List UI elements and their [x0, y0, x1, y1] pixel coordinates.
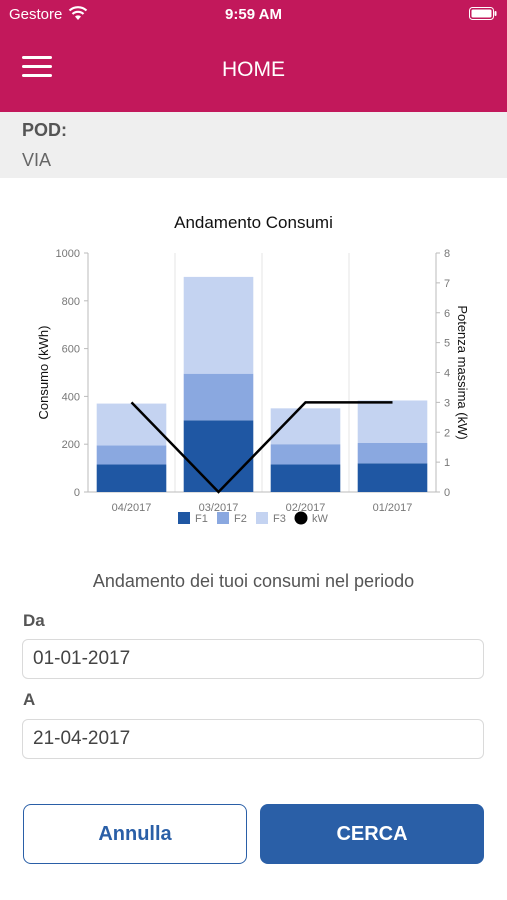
chart-title: Andamento Consumi: [174, 213, 333, 232]
y-tick-label: 200: [62, 439, 80, 451]
page-title: HOME: [222, 58, 285, 81]
from-date-field[interactable]: [22, 639, 484, 679]
legend-swatch-kw: [294, 511, 308, 525]
battery-icon: [469, 7, 497, 20]
y-tick-label: 400: [62, 391, 80, 403]
bar-f1: [96, 464, 167, 492]
status-time: 9:59 AM: [225, 6, 282, 23]
y-right-tick-label: 3: [444, 397, 450, 409]
status-bar: Gestore 9:59 AM: [0, 0, 507, 28]
y-right-axis-title: Potenza massima (kW): [455, 305, 470, 439]
legend-label-kw: kW: [312, 513, 329, 525]
y-tick-label: 800: [62, 296, 80, 308]
bar-f1: [270, 464, 341, 492]
y-right-tick-label: 4: [444, 368, 450, 380]
period-description: Andamento dei tuoi consumi nel periodo: [92, 571, 415, 591]
hamburger-menu-icon[interactable]: [22, 56, 52, 82]
pod-info-panel: [0, 112, 507, 178]
bar-f2: [357, 443, 428, 464]
app-header: Gestore 9:59 AM HOME: [0, 0, 507, 112]
y-right-tick-label: 5: [444, 338, 450, 350]
y-right-tick-label: 1: [444, 457, 450, 469]
x-tick-label: 01/2017: [373, 502, 413, 514]
cancel-button[interactable]: Annulla: [23, 804, 247, 864]
to-date-label: A: [23, 690, 36, 709]
to-date-field[interactable]: [22, 719, 484, 759]
legend-label-f3: F3: [273, 513, 286, 525]
pod-label: POD:: [22, 120, 67, 140]
y-tick-label: 600: [62, 344, 80, 356]
x-tick-label: 03/2017: [199, 502, 239, 514]
via-label: VIA: [22, 150, 52, 170]
bar-f3: [96, 403, 167, 446]
legend-label-f2: F2: [234, 513, 247, 525]
bar-f3: [357, 400, 428, 444]
legend-swatch-f2: [217, 512, 229, 524]
bar-f1: [183, 420, 254, 492]
bar-f2: [270, 444, 341, 465]
y-right-tick-label: 2: [444, 427, 450, 439]
search-button[interactable]: CERCA: [260, 804, 484, 864]
y-right-tick-label: 0: [444, 487, 450, 499]
legend-swatch-f1: [178, 512, 190, 524]
carrier-name: Gestore: [9, 6, 63, 23]
y-right-tick-label: 7: [444, 278, 450, 290]
from-date-label: Da: [23, 611, 45, 630]
bar-f1: [357, 463, 428, 492]
bar-f3: [183, 276, 254, 374]
x-tick-label: 02/2017: [286, 502, 326, 514]
wifi-icon: [68, 6, 88, 20]
power-line: [130, 401, 393, 494]
y-tick-label: 1000: [56, 248, 80, 260]
consumption-chart: 0 200 400 600 800 1000 0 1 2 3 4 5 6 7 8 04/2017 03/2017…: [36, 248, 470, 525]
y-axis-title: Consumo (kWh): [36, 326, 51, 420]
y-right-tick-label: 8: [444, 248, 450, 260]
legend-swatch-f3: [256, 512, 268, 524]
y-right-tick-label: 6: [444, 308, 450, 320]
bar-f2: [96, 445, 167, 465]
y-tick-label: 0: [74, 487, 80, 499]
legend-label-f1: F1: [195, 513, 208, 525]
x-tick-label: 04/2017: [112, 502, 152, 514]
bar-f2: [183, 373, 254, 421]
